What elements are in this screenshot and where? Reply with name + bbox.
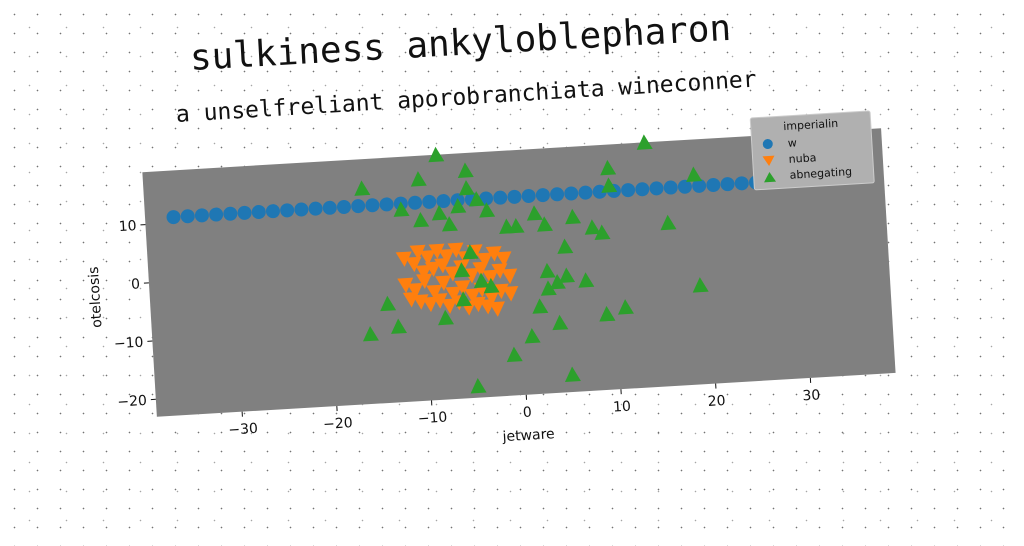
y-tick-label-0: 0 bbox=[131, 276, 141, 293]
x-tick-label-0: 0 bbox=[522, 405, 532, 422]
x-tick-label--30: −30 bbox=[228, 421, 258, 439]
point-abnegating-1 bbox=[636, 134, 653, 150]
legend-label-w: w bbox=[787, 136, 797, 150]
x-tick-label-30: 30 bbox=[802, 387, 821, 404]
y-axis-label: otelcosis bbox=[86, 266, 106, 328]
y-tick-label--10: −10 bbox=[113, 335, 143, 353]
x-axis-label: jetware bbox=[501, 426, 555, 445]
x-tick-label-20: 20 bbox=[707, 393, 726, 410]
y-tick-label-10: 10 bbox=[118, 218, 137, 235]
point-abnegating-0 bbox=[427, 146, 444, 162]
x-tick-label-10: 10 bbox=[613, 399, 632, 416]
legend-label-nuba: nuba bbox=[788, 151, 816, 166]
y-tick-label--20: −20 bbox=[117, 393, 147, 411]
x-tick-label--10: −10 bbox=[417, 410, 447, 428]
legend: imperialin w nuba abnegating bbox=[750, 111, 874, 190]
x-tick-label--20: −20 bbox=[323, 415, 353, 433]
